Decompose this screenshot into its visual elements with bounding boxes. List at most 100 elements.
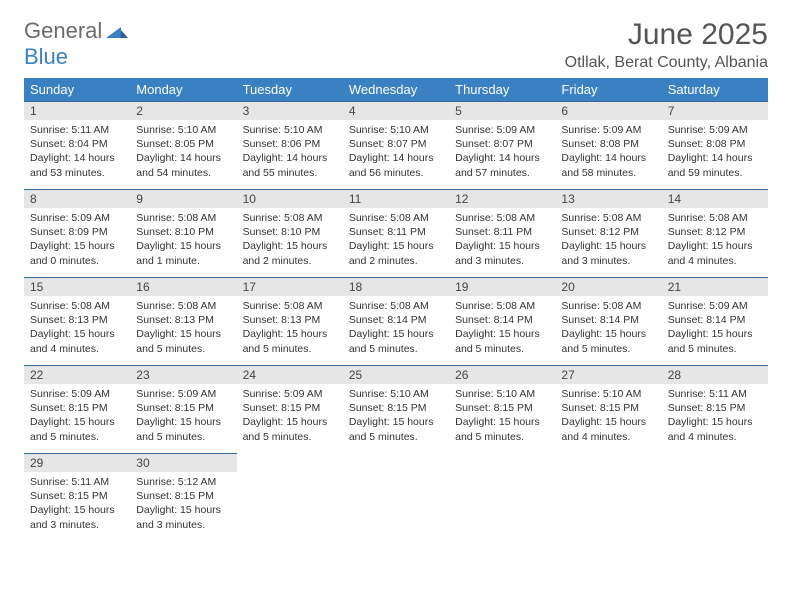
day-number: 4 [343,101,449,120]
calendar-day-cell: 2Sunrise: 5:10 AMSunset: 8:05 PMDaylight… [130,101,236,189]
day-body: Sunrise: 5:08 AMSunset: 8:13 PMDaylight:… [130,296,236,362]
day-body: Sunrise: 5:08 AMSunset: 8:13 PMDaylight:… [237,296,343,362]
day-number: 8 [24,189,130,208]
calendar-day-cell: 20Sunrise: 5:08 AMSunset: 8:14 PMDayligh… [555,277,661,365]
sunset-line: Sunset: 8:11 PM [455,225,549,239]
day-body: Sunrise: 5:09 AMSunset: 8:15 PMDaylight:… [237,384,343,450]
sunset-line: Sunset: 8:13 PM [243,313,337,327]
sunrise-line: Sunrise: 5:08 AM [561,299,655,313]
day-body: Sunrise: 5:09 AMSunset: 8:15 PMDaylight:… [130,384,236,450]
weekday-header: Saturday [662,78,768,101]
logo-word2: Blue [24,44,68,69]
day-body: Sunrise: 5:10 AMSunset: 8:15 PMDaylight:… [449,384,555,450]
sunrise-line: Sunrise: 5:11 AM [30,123,124,137]
daylight-line: Daylight: 14 hours and 53 minutes. [30,151,124,179]
calendar-day-cell: 21Sunrise: 5:09 AMSunset: 8:14 PMDayligh… [662,277,768,365]
header: General Blue June 2025 Otllak, Berat Cou… [24,18,768,72]
calendar-day-cell: 30Sunrise: 5:12 AMSunset: 8:15 PMDayligh… [130,453,236,541]
calendar-day-cell: 8Sunrise: 5:09 AMSunset: 8:09 PMDaylight… [24,189,130,277]
sunrise-line: Sunrise: 5:09 AM [243,387,337,401]
sunset-line: Sunset: 8:15 PM [455,401,549,415]
calendar-empty-cell [343,453,449,541]
day-body: Sunrise: 5:11 AMSunset: 8:15 PMDaylight:… [24,472,130,538]
daylight-line: Daylight: 15 hours and 2 minutes. [349,239,443,267]
weekday-header: Tuesday [237,78,343,101]
sunrise-line: Sunrise: 5:09 AM [30,387,124,401]
sunset-line: Sunset: 8:14 PM [668,313,762,327]
day-number: 29 [24,453,130,472]
sunrise-line: Sunrise: 5:10 AM [136,123,230,137]
title-block: June 2025 Otllak, Berat County, Albania [565,18,768,72]
day-body: Sunrise: 5:11 AMSunset: 8:04 PMDaylight:… [24,120,130,186]
day-body: Sunrise: 5:09 AMSunset: 8:14 PMDaylight:… [662,296,768,362]
calendar-day-cell: 28Sunrise: 5:11 AMSunset: 8:15 PMDayligh… [662,365,768,453]
calendar-day-cell: 10Sunrise: 5:08 AMSunset: 8:10 PMDayligh… [237,189,343,277]
logo: General Blue [24,18,128,70]
sunset-line: Sunset: 8:15 PM [30,401,124,415]
sunrise-line: Sunrise: 5:09 AM [668,299,762,313]
daylight-line: Daylight: 15 hours and 3 minutes. [455,239,549,267]
daylight-line: Daylight: 15 hours and 5 minutes. [243,415,337,443]
sunrise-line: Sunrise: 5:08 AM [561,211,655,225]
day-number: 28 [662,365,768,384]
day-number: 11 [343,189,449,208]
day-body: Sunrise: 5:10 AMSunset: 8:07 PMDaylight:… [343,120,449,186]
sunrise-line: Sunrise: 5:08 AM [455,211,549,225]
daylight-line: Daylight: 15 hours and 4 minutes. [668,415,762,443]
sunrise-line: Sunrise: 5:08 AM [349,299,443,313]
sunset-line: Sunset: 8:14 PM [349,313,443,327]
sunrise-line: Sunrise: 5:12 AM [136,475,230,489]
calendar-day-cell: 11Sunrise: 5:08 AMSunset: 8:11 PMDayligh… [343,189,449,277]
day-body: Sunrise: 5:11 AMSunset: 8:15 PMDaylight:… [662,384,768,450]
sunset-line: Sunset: 8:14 PM [455,313,549,327]
daylight-line: Daylight: 14 hours and 58 minutes. [561,151,655,179]
daylight-line: Daylight: 15 hours and 5 minutes. [30,415,124,443]
day-number: 22 [24,365,130,384]
calendar-day-cell: 13Sunrise: 5:08 AMSunset: 8:12 PMDayligh… [555,189,661,277]
sunset-line: Sunset: 8:07 PM [455,137,549,151]
daylight-line: Daylight: 15 hours and 5 minutes. [243,327,337,355]
calendar-day-cell: 4Sunrise: 5:10 AMSunset: 8:07 PMDaylight… [343,101,449,189]
daylight-line: Daylight: 14 hours and 55 minutes. [243,151,337,179]
daylight-line: Daylight: 15 hours and 5 minutes. [349,327,443,355]
daylight-line: Daylight: 14 hours and 59 minutes. [668,151,762,179]
calendar-day-cell: 26Sunrise: 5:10 AMSunset: 8:15 PMDayligh… [449,365,555,453]
day-number: 18 [343,277,449,296]
day-number: 17 [237,277,343,296]
logo-mark-icon [106,24,128,38]
calendar-day-cell: 29Sunrise: 5:11 AMSunset: 8:15 PMDayligh… [24,453,130,541]
day-number: 13 [555,189,661,208]
calendar-day-cell: 5Sunrise: 5:09 AMSunset: 8:07 PMDaylight… [449,101,555,189]
day-number: 12 [449,189,555,208]
calendar-day-cell: 12 Sunrise: 5:08 AMSunset: 8:11 PMDayligh… [449,189,555,277]
calendar-day-cell: 25Sunrise: 5:10 AMSunset: 8:15 PMDayligh… [343,365,449,453]
calendar-week-row: 8Sunrise: 5:09 AMSunset: 8:09 PMDaylight… [24,189,768,277]
day-body: Sunrise: 5:08 AMSunset: 8:12 PMDaylight:… [662,208,768,274]
day-number: 5 [449,101,555,120]
daylight-line: Daylight: 15 hours and 5 minutes. [561,327,655,355]
day-number: 30 [130,453,236,472]
calendar-empty-cell [555,453,661,541]
day-number: 26 [449,365,555,384]
calendar-day-cell: 15Sunrise: 5:08 AMSunset: 8:13 PMDayligh… [24,277,130,365]
daylight-line: Daylight: 15 hours and 5 minutes. [455,415,549,443]
sunset-line: Sunset: 8:14 PM [561,313,655,327]
calendar-day-cell: 23Sunrise: 5:09 AMSunset: 8:15 PMDayligh… [130,365,236,453]
calendar-day-cell: 14Sunrise: 5:08 AMSunset: 8:12 PMDayligh… [662,189,768,277]
sunset-line: Sunset: 8:10 PM [243,225,337,239]
sunset-line: Sunset: 8:15 PM [668,401,762,415]
day-number: 21 [662,277,768,296]
weekday-header: Thursday [449,78,555,101]
daylight-line: Daylight: 15 hours and 1 minute. [136,239,230,267]
weekday-header: Friday [555,78,661,101]
day-number: 24 [237,365,343,384]
sunset-line: Sunset: 8:11 PM [349,225,443,239]
calendar-week-row: 29Sunrise: 5:11 AMSunset: 8:15 PMDayligh… [24,453,768,541]
daylight-line: Daylight: 14 hours and 54 minutes. [136,151,230,179]
sunset-line: Sunset: 8:12 PM [668,225,762,239]
sunset-line: Sunset: 8:15 PM [243,401,337,415]
calendar-day-cell: 16Sunrise: 5:08 AMSunset: 8:13 PMDayligh… [130,277,236,365]
calendar-week-row: 15Sunrise: 5:08 AMSunset: 8:13 PMDayligh… [24,277,768,365]
sunset-line: Sunset: 8:15 PM [349,401,443,415]
sunrise-line: Sunrise: 5:08 AM [243,211,337,225]
